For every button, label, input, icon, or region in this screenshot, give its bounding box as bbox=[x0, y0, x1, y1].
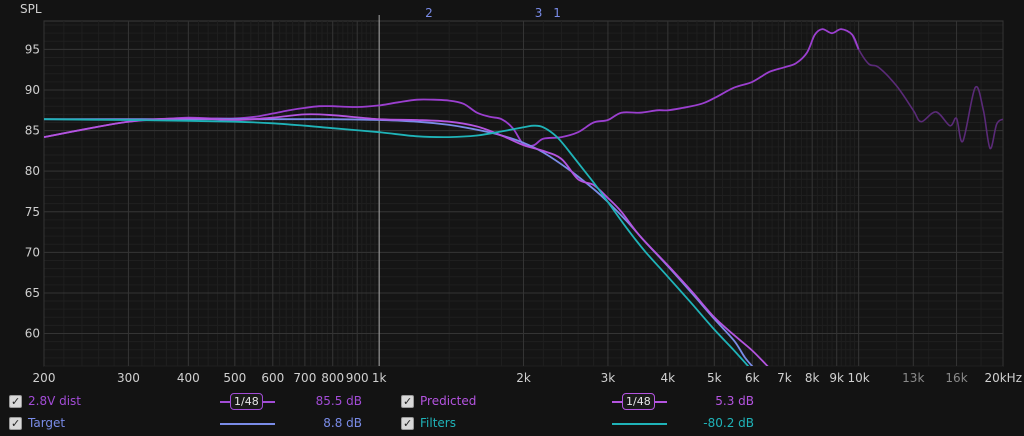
x-tick-label: 6k bbox=[745, 371, 760, 385]
y-tick-label: 60 bbox=[25, 327, 40, 341]
series-value: -80.2 dB bbox=[703, 416, 754, 430]
x-tick-label: 13k bbox=[902, 371, 924, 385]
x-tick-label: 20kHz bbox=[984, 371, 1022, 385]
x-tick-label: 600 bbox=[261, 371, 284, 385]
x-tick-label: 500 bbox=[223, 371, 246, 385]
x-tick-label: 9k bbox=[829, 371, 844, 385]
x-tick-label: 5k bbox=[707, 371, 722, 385]
x-tick-label: 10k bbox=[848, 371, 870, 385]
x-tick-label: 300 bbox=[117, 371, 140, 385]
x-tick-label: 1k bbox=[372, 371, 387, 385]
y-tick-label: 75 bbox=[25, 205, 40, 219]
legend-row-target: Target 8.8 dB bbox=[8, 413, 388, 434]
series-swatch bbox=[612, 423, 667, 425]
y-tick-label: 65 bbox=[25, 286, 40, 300]
y-tick-label: 85 bbox=[25, 124, 40, 138]
x-tick-label: 400 bbox=[177, 371, 200, 385]
visibility-checkbox[interactable] bbox=[9, 414, 22, 434]
series-value: 8.8 dB bbox=[323, 416, 362, 430]
series-line-2-8v-dist-faded bbox=[851, 34, 1003, 150]
smoothing-button[interactable]: 1/48 bbox=[230, 393, 263, 410]
x-tick-label: 16k bbox=[945, 371, 967, 385]
legend: 2.8V dist 1/48 85.5 dB Target 8.8 dB Pre… bbox=[0, 390, 1024, 436]
series-line-predicted bbox=[44, 113, 769, 366]
filter-marker-label: 2 bbox=[425, 6, 433, 20]
x-tick-label: 8k bbox=[805, 371, 820, 385]
series-name: 2.8V dist bbox=[28, 394, 82, 408]
visibility-checkbox[interactable] bbox=[401, 414, 414, 434]
visibility-checkbox[interactable] bbox=[9, 392, 22, 412]
x-tick-label: 700 bbox=[293, 371, 316, 385]
y-tick-label: 95 bbox=[25, 42, 40, 56]
legend-row-2.8v-dist: 2.8V dist 1/48 85.5 dB bbox=[8, 391, 388, 412]
legend-row-predicted: Predicted 1/48 5.3 dB bbox=[400, 391, 780, 412]
y-axis-label: SPL bbox=[20, 2, 42, 16]
series-name: Filters bbox=[420, 416, 456, 430]
legend-row-filters: Filters -80.2 dB bbox=[400, 413, 780, 434]
series-group bbox=[44, 28, 1003, 366]
y-tick-label: 70 bbox=[25, 245, 40, 259]
filter-marker-label: 1 bbox=[553, 6, 561, 20]
filter-marker-label: 3 bbox=[535, 6, 543, 20]
series-line-target bbox=[44, 118, 754, 366]
x-tick-label: 7k bbox=[777, 371, 792, 385]
visibility-checkbox[interactable] bbox=[401, 392, 414, 412]
x-tick-label: 900 bbox=[346, 371, 369, 385]
series-name: Target bbox=[28, 416, 66, 430]
series-line-filters bbox=[44, 118, 750, 366]
y-tick-label: 80 bbox=[25, 164, 40, 178]
smoothing-button[interactable]: 1/48 bbox=[622, 393, 655, 410]
x-tick-label: 800 bbox=[321, 371, 344, 385]
series-value: 5.3 dB bbox=[715, 394, 754, 408]
x-tick-label: 2k bbox=[516, 371, 531, 385]
x-tick-label: 4k bbox=[661, 371, 676, 385]
frequency-response-chart: 60 65 70 75 80 85 90 95 SPL 200 300 400 500 600 700 800… bbox=[20, 2, 1022, 385]
x-tick-label: 3k bbox=[601, 371, 616, 385]
x-tick-label: 200 bbox=[33, 371, 56, 385]
series-value: 85.5 dB bbox=[315, 394, 362, 408]
series-swatch bbox=[220, 423, 275, 425]
series-name: Predicted bbox=[420, 394, 477, 408]
y-tick-label: 90 bbox=[25, 83, 40, 97]
